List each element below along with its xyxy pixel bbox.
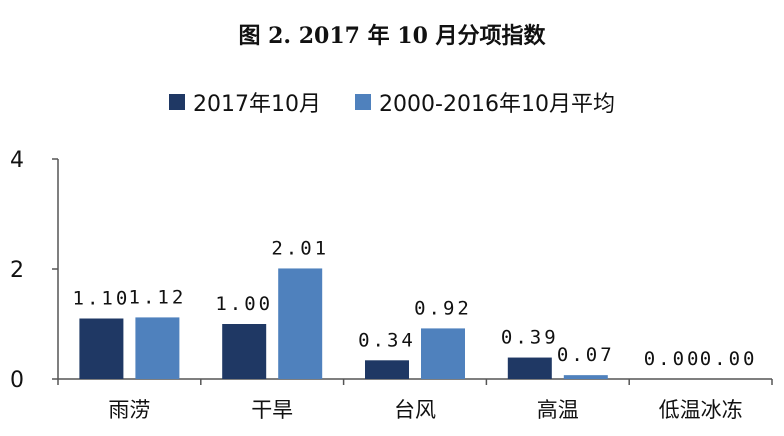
y-tick-label: 4 [10, 148, 24, 173]
data-label-series-2-1: 2.01 [271, 237, 329, 259]
data-label-series-2-2: 0.92 [414, 297, 472, 319]
bar-series-1-3 [507, 357, 552, 379]
y-tick-label: 0 [10, 368, 24, 393]
y-tick-label: 2 [10, 258, 24, 283]
bar-series-2-0 [135, 317, 180, 379]
x-tick-label: 干旱 [251, 398, 293, 422]
bar-series-2-3 [563, 375, 608, 379]
x-tick-label: 高温 [537, 398, 579, 422]
bar-series-2-2 [421, 328, 465, 379]
x-tick-label: 台风 [394, 398, 436, 422]
data-label-series-2-0: 1.12 [129, 286, 187, 308]
bar-series-1-0 [79, 318, 124, 379]
legend-item-series-1: 2017年10月 [169, 86, 321, 118]
data-label-series-1-3: 0.39 [501, 327, 559, 349]
data-label-series-1-1: 1.00 [215, 293, 273, 315]
legend-item-series-2: 2000-2016年10月平均 [355, 86, 615, 118]
data-label-series-2-4: 0.00 [700, 348, 758, 370]
data-label-series-2-3: 0.07 [557, 344, 615, 366]
data-label-series-1-2: 0.34 [358, 329, 416, 351]
legend-label-series-2: 2000-2016年10月平均 [379, 92, 615, 117]
data-label-series-1-0: 1.10 [73, 288, 131, 310]
legend-swatch-series-2 [355, 94, 372, 110]
legend: 2017年10月 2000-2016年10月平均 [0, 86, 784, 118]
data-label-series-1-4: 0.00 [644, 348, 702, 370]
legend-swatch-series-1 [169, 94, 186, 110]
bar-series-2-1 [278, 268, 323, 379]
legend-label-series-1: 2017年10月 [193, 92, 322, 117]
x-tick-label: 雨涝 [108, 398, 150, 422]
bar-series-1-2 [365, 360, 409, 379]
chart-title: 图 2. 2017 年 10 月分项指数 [238, 23, 546, 49]
bar-series-1-1 [222, 324, 267, 379]
x-tick-label: 低温冰冻 [659, 398, 743, 422]
